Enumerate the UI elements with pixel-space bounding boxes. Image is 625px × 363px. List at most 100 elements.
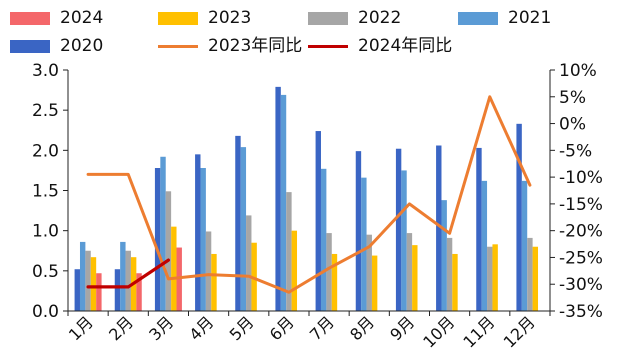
bar-2022-8	[366, 234, 372, 311]
bar-2023-12	[532, 246, 539, 311]
right-tick-label: -25%	[559, 248, 603, 268]
bar-2021-8	[361, 177, 367, 311]
bar-2023-7	[331, 253, 338, 311]
bar-2022-10	[446, 237, 453, 311]
bar-2020-6	[275, 86, 281, 312]
bar-2020-3	[154, 168, 161, 311]
bar-2021-12	[521, 180, 528, 311]
bar-2020-7	[315, 131, 321, 311]
left-tick-label: 3.0	[32, 61, 59, 81]
bar-2022-9	[406, 233, 413, 311]
x-tick-label: 9月	[386, 312, 418, 344]
legend-item-2020: 2020	[10, 36, 103, 56]
legend-item-2024-yoy: 2024年同比	[308, 36, 452, 56]
bar-2022-12	[527, 237, 533, 311]
bar-2021-1	[79, 241, 86, 311]
left-tick-label: 1.5	[32, 182, 59, 202]
bar-2023-11	[492, 244, 498, 311]
bar-2024-1	[96, 273, 102, 311]
bar-2020-10	[436, 145, 442, 311]
x-tick-label: 1月	[65, 312, 97, 344]
lines-group	[86, 95, 532, 294]
legend-item-2023: 2023	[158, 8, 251, 28]
left-tick-label: 2.0	[32, 141, 59, 161]
legend: 2024 2023 2022 2021 2020 2023年同比 2024年同比	[0, 0, 625, 60]
bar-2021-5	[240, 147, 247, 311]
right-tick-label: -30%	[559, 275, 603, 295]
x-tick-label: 11月	[459, 312, 498, 351]
right-tick-label: -15%	[559, 195, 603, 215]
bar-2020-4	[195, 154, 201, 311]
legend-label-2022: 2022	[358, 8, 402, 28]
bar-2022-4	[205, 231, 212, 311]
bar-2023-3	[171, 226, 177, 311]
x-tick-label: 2月	[105, 312, 137, 344]
bar-2022-7	[326, 233, 332, 311]
bar-2021-3	[160, 156, 166, 311]
legend-label-2023-yoy: 2023年同比	[208, 36, 303, 56]
legend-label-2023: 2023	[208, 8, 252, 28]
bar-2023-6	[291, 230, 298, 311]
legend-item-2023-yoy: 2023年同比	[158, 36, 302, 56]
legend-swatch-2022	[308, 11, 348, 25]
bar-2020-9	[395, 148, 402, 311]
legend-line-2023-yoy	[158, 44, 198, 48]
bar-2021-7	[320, 168, 327, 311]
bar-2020-12	[516, 123, 522, 311]
bar-2023-10	[452, 253, 458, 311]
bars-group	[74, 86, 539, 312]
bar-2020-5	[235, 135, 241, 311]
bar-2020-1	[74, 269, 80, 311]
bar-2021-4	[200, 168, 206, 311]
x-tick-label: 5月	[226, 312, 258, 344]
x-tick-label: 4月	[185, 312, 217, 344]
right-tick-label: -10%	[559, 168, 603, 188]
right-tick-label: 10%	[559, 61, 597, 81]
bar-2023-1	[90, 257, 97, 311]
x-tick-label: 3月	[145, 312, 177, 344]
left-tick-label: 0.5	[32, 262, 59, 282]
legend-item-2024: 2024	[10, 8, 103, 28]
bar-2022-11	[487, 246, 493, 311]
bar-2022-5	[246, 215, 252, 311]
bar-2024-3	[176, 247, 182, 311]
bar-2021-6	[280, 94, 287, 312]
legend-item-2022: 2022	[308, 8, 401, 28]
x-tick-label: 10月	[419, 312, 458, 351]
bar-2022-2	[125, 250, 131, 311]
right-tick-label: 5%	[559, 88, 586, 108]
legend-swatch-2020	[10, 39, 50, 53]
legend-label-2024: 2024	[60, 8, 104, 28]
right-tick-label: -20%	[559, 222, 603, 242]
bar-2022-1	[85, 250, 91, 311]
x-tick-label: 8月	[346, 312, 378, 344]
legend-swatch-2021	[458, 11, 498, 25]
bar-2021-2	[120, 241, 126, 311]
legend-label-2024-yoy: 2024年同比	[358, 36, 453, 56]
bar-2021-9	[401, 170, 407, 311]
bar-2023-9	[412, 245, 418, 311]
bar-2020-8	[355, 151, 362, 311]
bar-2021-10	[441, 200, 447, 311]
line-2023-yoy	[86, 95, 532, 294]
bar-2023-8	[371, 255, 378, 311]
bar-2020-2	[114, 269, 121, 311]
left-tick-label: 0.0	[32, 302, 59, 322]
left-tick-label: 1.0	[32, 222, 59, 242]
bar-2023-4	[211, 253, 217, 311]
legend-label-2020: 2020	[60, 36, 104, 56]
legend-swatch-2023	[158, 11, 198, 25]
bar-2021-11	[481, 180, 488, 311]
bar-2022-6	[286, 192, 292, 311]
x-tick-label: 12月	[500, 312, 539, 351]
right-tick-label: -5%	[559, 141, 592, 161]
right-tick-label: -35%	[559, 302, 603, 322]
legend-line-2024-yoy	[308, 44, 348, 48]
left-tick-label: 2.5	[32, 101, 59, 121]
legend-swatch-2024	[10, 11, 50, 25]
right-tick-label: 0%	[559, 115, 586, 135]
bar-2022-3	[165, 191, 172, 311]
bar-2024-2	[136, 273, 142, 311]
legend-label-2021: 2021	[508, 8, 552, 28]
